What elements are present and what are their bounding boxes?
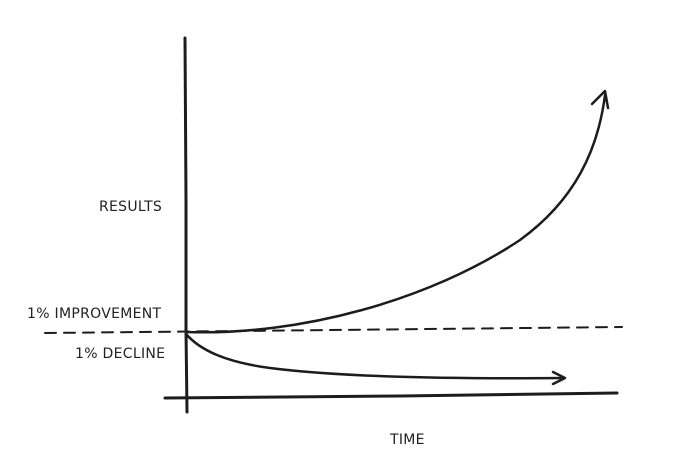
improvement-label: 1% IMPROVEMENT: [27, 306, 162, 322]
improvement-curve: [184, 93, 607, 334]
decline-label: 1% DECLINE: [75, 346, 165, 362]
y-axis-line: [183, 36, 189, 414]
y-axis-label: RESULTS: [99, 199, 162, 215]
decline-arrowhead: [551, 370, 567, 386]
decline-curve: [184, 332, 565, 380]
baseline-dashed-line: [44, 326, 623, 334]
improvement-arrowhead: [590, 89, 610, 110]
x-axis-label: TIME: [389, 432, 425, 448]
x-axis-line: [163, 391, 619, 400]
